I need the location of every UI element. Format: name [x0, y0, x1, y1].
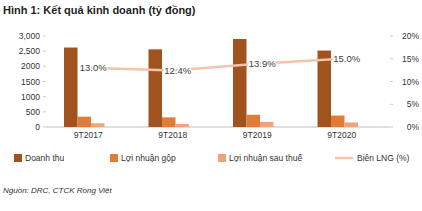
data-label: 13.0% — [80, 62, 107, 73]
bar — [149, 49, 163, 127]
x-tick-label: 9T2017 — [74, 130, 103, 140]
y-tick-label: 0 — [35, 122, 40, 132]
y-tick-label: 1500 — [21, 77, 40, 87]
line — [88, 59, 342, 71]
y-tick-label: 3,000 — [19, 31, 41, 41]
y-tick-label: 2000 — [21, 61, 40, 71]
y-tick-label: 2,500 — [19, 46, 41, 56]
x-tick-label: 9T2020 — [327, 130, 356, 140]
y-tick — [43, 96, 46, 97]
y-tick — [43, 111, 46, 112]
bar — [64, 48, 78, 127]
y2-tick-label: 15% — [402, 54, 419, 64]
bar — [247, 115, 261, 127]
y2-tick — [390, 127, 393, 128]
bar — [331, 116, 345, 127]
legend-symbol — [14, 154, 22, 162]
chart: Hình 1: Kết quả kinh doanh (tỷ đồng) 0 500… — [0, 0, 422, 211]
y-tick — [43, 66, 46, 67]
y2-tick-label: 20% — [402, 31, 419, 41]
legend-symbol — [335, 157, 353, 160]
bar — [78, 117, 92, 127]
bar — [162, 117, 176, 127]
y-tick-label: 500 — [26, 107, 40, 117]
legend-label: Lợi nhuận sau thuế — [229, 153, 302, 163]
y2-tick — [390, 58, 393, 59]
y2-tick-label: 10% — [402, 77, 419, 87]
y2-tick — [390, 36, 393, 37]
legend-symbol — [218, 154, 226, 162]
data-label: 12.4% — [164, 65, 191, 76]
y2-tick — [390, 104, 393, 105]
bar — [260, 122, 274, 127]
y2-tick — [390, 81, 393, 82]
legend-label: Doanh thu — [25, 153, 64, 163]
bar — [176, 124, 190, 127]
source: Nguồn: DRC, CTCK Rồng Việt — [3, 186, 113, 195]
data-label: 15.0% — [333, 53, 360, 64]
y2-tick-label: 5% — [407, 99, 420, 109]
plot-area — [64, 39, 358, 127]
bar — [345, 122, 359, 127]
legend-label: Biên LNG (%) — [357, 153, 410, 163]
bar — [318, 51, 332, 127]
x-tick-label: 9T2018 — [158, 130, 187, 140]
title: Hình 1: Kết quả kinh doanh (tỷ đồng) — [3, 4, 196, 16]
legend-symbol — [110, 154, 118, 162]
y-tick — [43, 81, 46, 82]
x-tick-label: 9T2019 — [243, 130, 272, 140]
y-tick — [43, 36, 46, 37]
y-tick-label: 1000 — [21, 92, 40, 102]
data-label: 13.9% — [249, 58, 276, 69]
legend-label: Lợi nhuận gộp — [121, 153, 176, 163]
y2-tick-label: 0% — [407, 122, 420, 132]
bar — [233, 39, 247, 127]
y-tick — [43, 51, 46, 52]
data-labels: 13.0% 12.4% 13.9% 15.0% — [80, 53, 361, 76]
y-tick — [43, 127, 46, 128]
bar — [91, 123, 105, 127]
